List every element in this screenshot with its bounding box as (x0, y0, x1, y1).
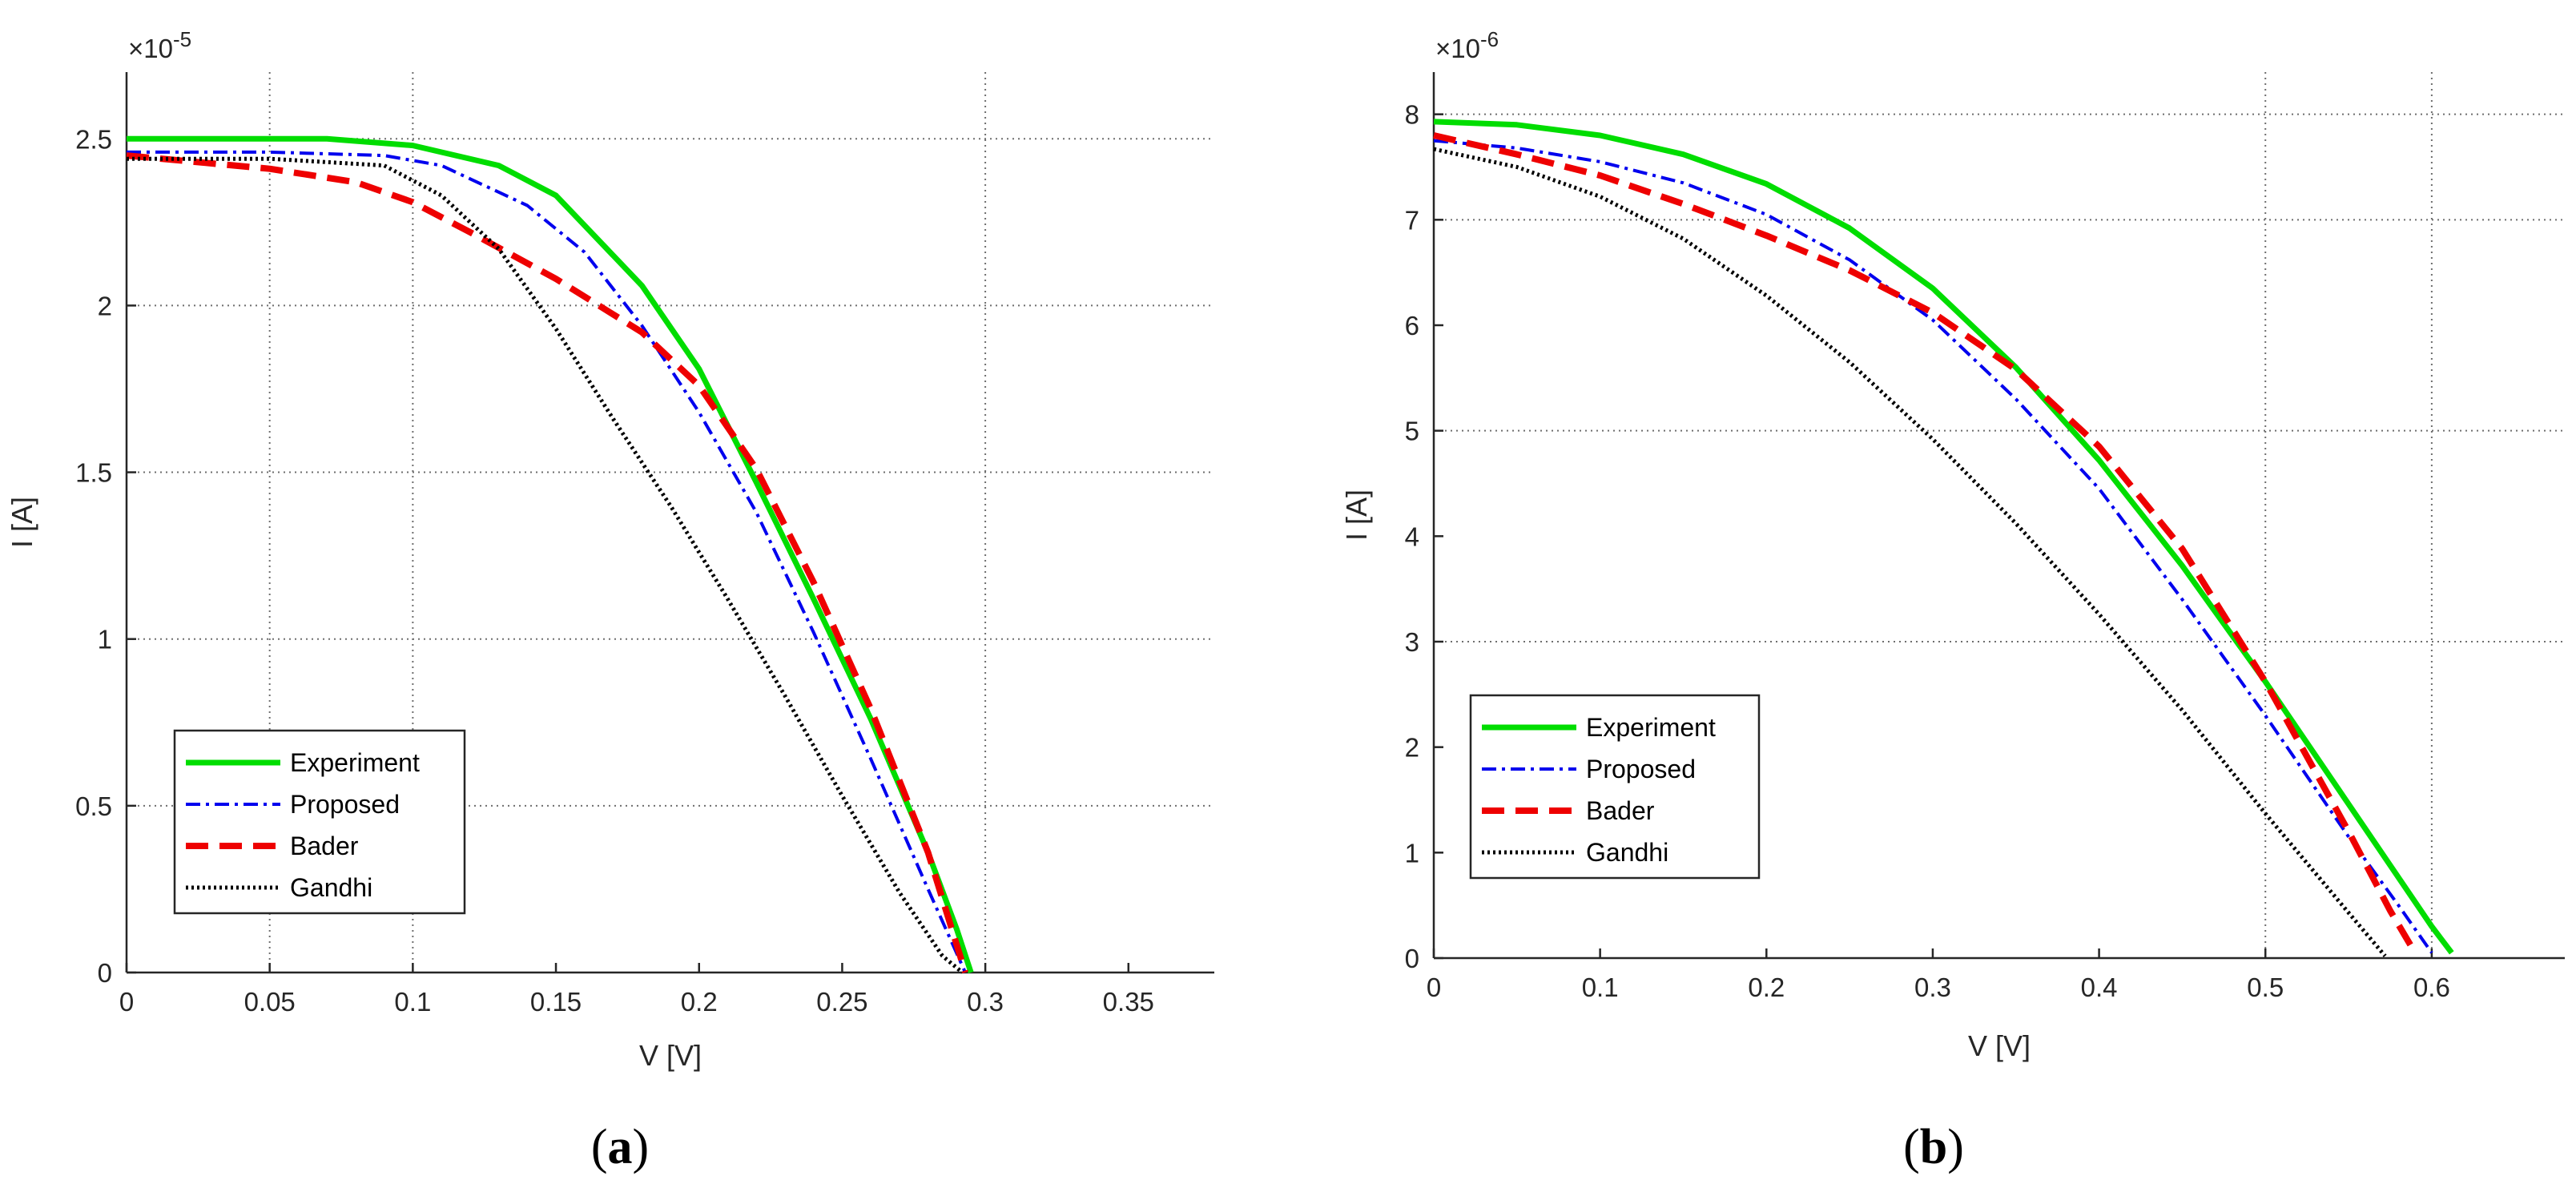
legend-label-bader: Bader (1586, 796, 1655, 825)
legend: Experiment Proposed Bader Gandhi (1469, 694, 1761, 880)
legend-label-proposed: Proposed (1586, 755, 1696, 783)
series-line-proposed (1433, 139, 2433, 954)
legend: Experiment Proposed Bader Gandhi (173, 729, 466, 915)
x-tick-label: 0.2 (681, 987, 718, 1017)
legend-label-bader: Bader (290, 832, 359, 860)
y-tick-label: 2 (1405, 733, 1419, 763)
y-tick-label: 5 (1405, 417, 1419, 446)
panel-caption-open: ( (1903, 1120, 1920, 1174)
y-exponent-label: ×10-6 (1435, 27, 1499, 63)
x-tick-label: 0.05 (244, 987, 296, 1017)
x-tick-label: 0.2 (1748, 973, 1785, 1002)
series-line-bader (126, 152, 968, 974)
y-tick-label: 0 (1405, 944, 1419, 973)
y-tick-label: 1 (98, 625, 112, 654)
panel-caption-letter: a (608, 1120, 633, 1174)
y-tick-label: 4 (1405, 522, 1419, 551)
x-axis-title: V [V] (639, 1039, 702, 1072)
y-exponent-label: ×10-5 (128, 27, 191, 63)
series-line-gandhi (1433, 147, 2387, 958)
series-line-bader (1433, 132, 2418, 955)
x-axis-title: V [V] (1968, 1029, 2031, 1062)
series-line-gandhi (127, 156, 964, 974)
y-exponent-power: -6 (1480, 27, 1499, 51)
chart-panel-a: 0 0.05 0.1 0.15 0.2 0.25 0.3 0.35 0 0.5 1 1.5 2 2.5 ×1… (6, 27, 1214, 1174)
y-tick-label: 8 (1405, 100, 1419, 130)
x-tick-label: 0.6 (2413, 973, 2450, 1002)
y-tick-label: 1.5 (75, 458, 112, 488)
y-tick-label: 2 (98, 291, 112, 320)
legend-label-experiment: Experiment (290, 748, 420, 777)
legend-label-gandhi: Gandhi (290, 873, 372, 902)
y-axis-title: I [A] (6, 497, 38, 548)
series-line-proposed (127, 150, 967, 973)
x-tick-label: 0.5 (2247, 973, 2284, 1002)
y-tick-label: 6 (1405, 311, 1419, 340)
x-tick-label: 0.3 (967, 987, 1004, 1017)
x-tick-label: 0.35 (1103, 987, 1154, 1017)
y-tick-label: 3 (1405, 627, 1419, 657)
legend-label-experiment: Experiment (1586, 713, 1716, 742)
y-axis-title: I [A] (1340, 489, 1373, 541)
y-tick-label: 2.5 (75, 124, 112, 154)
legend-label-proposed: Proposed (290, 790, 400, 819)
y-exponent-power: -5 (173, 27, 191, 51)
y-tick-label: 7 (1405, 205, 1419, 235)
y-tick-label: 0.5 (75, 791, 112, 821)
series-line-experiment (1433, 119, 2454, 955)
chart-panel-b: 0 0.1 0.2 0.3 0.4 0.5 0.6 0 1 2 3 4 5 6 7 8 ×10-6 V [V] I … (1340, 27, 2565, 1174)
y-tick-label: 1 (1405, 838, 1419, 868)
panel-caption: (b) (1903, 1120, 1964, 1174)
legend-label-gandhi: Gandhi (1586, 838, 1668, 867)
panel-caption-open: ( (591, 1120, 608, 1174)
x-tick-label: 0.25 (816, 987, 867, 1017)
x-tick-label: 0.15 (530, 987, 582, 1017)
panel-caption: (a) (591, 1120, 649, 1174)
x-tick-label: 0.3 (1914, 973, 1951, 1002)
x-tick-label: 0.1 (394, 987, 431, 1017)
x-tick-label: 0 (119, 987, 134, 1017)
panel-caption-close: ) (633, 1120, 650, 1174)
x-tick-label: 0.4 (2081, 973, 2118, 1002)
panel-caption-close: ) (1947, 1120, 1964, 1174)
y-tick-label: 0 (98, 958, 112, 988)
panel-caption-letter: b (1920, 1120, 1947, 1174)
x-tick-label: 0 (1427, 973, 1441, 1002)
x-tick-label: 0.1 (1582, 973, 1619, 1002)
